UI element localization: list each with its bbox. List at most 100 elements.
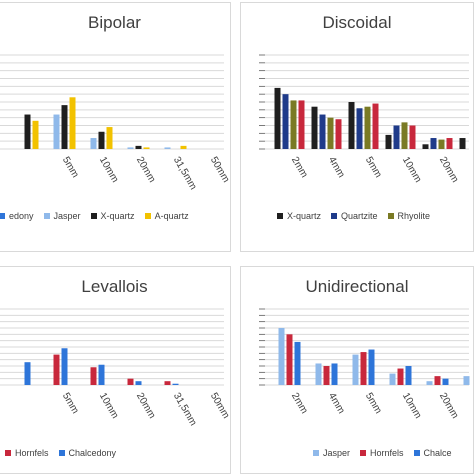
bar	[53, 114, 60, 149]
bar	[172, 383, 179, 385]
bar	[32, 120, 39, 149]
legend-swatch	[277, 213, 283, 219]
x-tick-label: 5mm	[363, 155, 384, 180]
legend-item: Chalce	[413, 448, 452, 458]
bar	[135, 145, 142, 149]
bar	[385, 134, 392, 149]
bar	[323, 366, 330, 385]
legend-swatch	[413, 450, 420, 456]
bar	[61, 348, 68, 385]
legend-item: Jasper	[43, 211, 81, 221]
bar	[422, 144, 429, 149]
x-tick-label: 2mm	[289, 155, 310, 180]
bar	[24, 362, 31, 385]
bar	[24, 114, 31, 149]
bar	[294, 341, 301, 385]
bar	[286, 334, 293, 385]
bar	[143, 147, 150, 149]
bar	[335, 119, 342, 149]
legend-swatch	[360, 450, 367, 456]
bar	[98, 131, 105, 149]
bar	[327, 117, 334, 149]
bar	[290, 100, 297, 149]
bar	[352, 354, 359, 385]
bar	[446, 138, 453, 149]
x-tick-label: 50mm	[208, 155, 231, 185]
chart-plot: 2mm4mm5mm10mm20mm31,5	[259, 54, 469, 185]
bar	[61, 105, 68, 149]
bar	[463, 376, 470, 385]
bar	[372, 103, 379, 149]
x-tick-label: 5mm	[60, 391, 81, 416]
bar	[106, 127, 113, 149]
bar	[405, 366, 412, 385]
legend-item: Quartzite	[331, 211, 378, 221]
legend-label: Hornfels	[370, 448, 404, 458]
bar	[426, 381, 433, 385]
bar	[368, 349, 375, 385]
bar	[348, 102, 355, 149]
bar	[315, 363, 322, 385]
x-tick-label: 20mm	[437, 391, 460, 421]
bar	[90, 138, 97, 149]
legend-label: Rhyolite	[397, 211, 431, 221]
bar	[356, 108, 363, 149]
legend-label: X-quartz	[100, 211, 135, 221]
bar	[393, 125, 400, 149]
chart-plot: 5mm 10mm 20mm 31,5mm 50mm	[0, 308, 231, 428]
legend-label: Jasper	[323, 448, 351, 458]
bar	[127, 378, 134, 385]
x-tick-label: 5mm	[363, 391, 384, 416]
legend-item: Chalcedony	[58, 448, 117, 458]
x-tick-label: 20mm	[134, 155, 157, 185]
bar	[364, 106, 371, 149]
bar	[319, 114, 326, 149]
bar	[127, 147, 134, 149]
bar	[459, 138, 466, 149]
x-tick-label: 4mm	[326, 391, 347, 416]
chart-legend: edony Jasper X-quartz A-quartz	[0, 211, 189, 221]
bar	[53, 354, 60, 385]
chart-panel-levallois: Levallois 5mm 10mm 20mm 31,5mm 50mm Hornfels…	[0, 266, 231, 474]
legend-swatch	[5, 450, 11, 456]
x-tick-label: 10mm	[400, 391, 423, 421]
legend-label: Chalcedony	[68, 448, 117, 458]
chart-title: Unidirectional	[305, 277, 409, 296]
legend-swatch	[0, 213, 5, 219]
bar	[438, 139, 445, 149]
bar	[401, 122, 408, 149]
legend-item: Rhyolite	[387, 211, 431, 221]
bar	[98, 364, 105, 385]
legend-item: A-quartz	[144, 211, 189, 221]
chart-plot: 2mm4mm5mm10mm20mm31	[259, 308, 470, 421]
x-tick-label: 50mm	[208, 391, 231, 421]
x-tick-label: 10mm	[97, 155, 120, 185]
bar	[164, 147, 171, 149]
legend-item: Hornfels	[5, 448, 49, 458]
legend-swatch	[90, 213, 97, 219]
x-tick-label: 20mm	[134, 391, 157, 421]
legend-item: Jasper	[313, 448, 350, 458]
x-tick-label: 2mm	[289, 391, 310, 416]
legend-label: Chalce	[423, 448, 452, 458]
x-tick-label: 5mm	[60, 155, 81, 180]
bar	[298, 100, 305, 149]
legend-label: A-quartz	[154, 211, 189, 221]
legend-label: Quartzite	[341, 211, 378, 221]
x-tick-label: 10mm	[97, 391, 120, 421]
bar	[135, 381, 142, 385]
chart-title: Levallois	[81, 277, 148, 296]
legend-swatch	[313, 450, 319, 456]
bar	[274, 87, 281, 149]
legend-swatch	[58, 450, 65, 456]
chart-plot: 5mm 10mm 20mm 31,5mm 50mm	[0, 54, 231, 192]
chart-legend: Jasper Hornfels Chalce	[313, 448, 452, 458]
x-tick-label: 31,5mm	[171, 391, 199, 428]
legend-label: edony	[9, 211, 34, 221]
legend-item: Hornfels	[360, 448, 404, 458]
bar	[409, 125, 416, 149]
legend-swatch	[43, 213, 50, 219]
bar	[442, 378, 449, 385]
bar	[90, 367, 97, 385]
bar	[164, 381, 171, 385]
